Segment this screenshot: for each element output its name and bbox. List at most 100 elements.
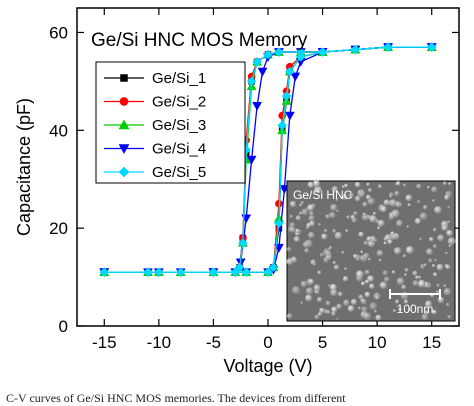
nanocrystal-dot bbox=[403, 254, 406, 258]
nanocrystal-dot bbox=[353, 254, 358, 259]
x-tick-label: 0 bbox=[263, 333, 272, 352]
nanocrystal-dot bbox=[432, 272, 438, 277]
nanocrystal-dot bbox=[342, 275, 349, 282]
nanocrystal-dot bbox=[425, 300, 432, 308]
nanocrystal-dot bbox=[445, 251, 448, 255]
nanocrystal-dot bbox=[334, 231, 343, 240]
nanocrystal-dot bbox=[322, 248, 331, 257]
nanocrystal-dot bbox=[360, 281, 366, 286]
data-point bbox=[295, 47, 306, 57]
nanocrystal-dot bbox=[295, 215, 301, 221]
data-point bbox=[252, 101, 263, 111]
data-point bbox=[257, 67, 268, 77]
nanocrystal-dot bbox=[432, 244, 438, 249]
nanocrystal-dot bbox=[366, 182, 370, 186]
nanocrystal-dot bbox=[431, 264, 436, 268]
nanocrystal-dot bbox=[401, 284, 407, 290]
data-point bbox=[143, 267, 153, 278]
nanocrystal-dot bbox=[407, 203, 411, 207]
nanocrystal-dot bbox=[345, 229, 349, 233]
figure-caption: C-V curves of Ge/Si HNC MOS memories. Th… bbox=[6, 391, 346, 405]
sem-inset: Ge/Si HNC 100nm bbox=[286, 179, 456, 322]
data-point bbox=[284, 111, 295, 121]
data-point bbox=[426, 42, 437, 52]
nanocrystal-dot bbox=[329, 211, 336, 219]
nanocrystal-dot bbox=[361, 306, 368, 313]
nanocrystal-dot bbox=[391, 270, 396, 274]
nanocrystal-dot bbox=[289, 200, 297, 208]
data-point bbox=[175, 267, 186, 278]
nanocrystal-dot bbox=[299, 211, 303, 215]
nanocrystal-dot bbox=[328, 284, 331, 288]
nanocrystal-dot bbox=[444, 194, 450, 200]
legend-item: Ge/Si_4 bbox=[104, 141, 206, 158]
nanocrystal-dot bbox=[308, 215, 315, 222]
data-point bbox=[281, 91, 292, 101]
nanocrystal-dot bbox=[405, 246, 414, 254]
data-point bbox=[383, 42, 393, 52]
nanocrystal-dot bbox=[376, 249, 384, 257]
nanocrystal-dot bbox=[346, 215, 350, 220]
nanocrystal-dot bbox=[426, 248, 433, 256]
x-tick-label: -5 bbox=[206, 333, 221, 352]
nanocrystal-dot bbox=[404, 273, 407, 276]
data-point bbox=[118, 144, 130, 155]
nanocrystal-dot bbox=[312, 179, 320, 187]
nanocrystal-dot bbox=[416, 183, 422, 189]
data-point bbox=[99, 267, 110, 278]
nanocrystal-dot bbox=[412, 280, 419, 287]
nanocrystal-dot bbox=[315, 186, 319, 190]
data-point bbox=[120, 74, 128, 82]
nanocrystal-dot bbox=[363, 312, 372, 321]
nanocrystal-dot bbox=[434, 258, 437, 262]
nanocrystal-dot bbox=[319, 252, 324, 257]
nanocrystal-dot bbox=[363, 240, 369, 246]
nanocrystal-dot bbox=[442, 181, 447, 186]
legend-item: Ge/Si_5 bbox=[104, 164, 206, 181]
nanocrystal-dot bbox=[289, 214, 293, 218]
nanocrystal-dot bbox=[389, 199, 397, 207]
legend-box bbox=[95, 61, 246, 184]
series-line-reverse bbox=[104, 46, 432, 273]
nanocrystal-dot bbox=[356, 275, 363, 282]
legend-item: Ge/Si_3 bbox=[104, 117, 206, 134]
legend-label: Ge/Si_3 bbox=[152, 117, 206, 134]
data-point bbox=[241, 267, 252, 278]
nanocrystal-dot bbox=[314, 314, 320, 320]
legend-label: Ge/Si_4 bbox=[152, 141, 206, 158]
x-tick-label: -10 bbox=[147, 333, 172, 352]
legend-item: Ge/Si_2 bbox=[104, 94, 206, 111]
nanocrystal-dot bbox=[432, 227, 437, 232]
nanocrystal-dot bbox=[366, 236, 372, 242]
nanocrystal-dot bbox=[393, 247, 402, 255]
nanocrystal-dot bbox=[309, 220, 315, 227]
nanocrystal-dot bbox=[300, 280, 308, 288]
y-tick-label: 40 bbox=[49, 121, 68, 140]
nanocrystal-dot bbox=[436, 290, 439, 294]
nanocrystal-dot bbox=[292, 286, 301, 295]
nanocrystal-dot bbox=[383, 276, 390, 283]
nanocrystal-dot bbox=[360, 298, 366, 303]
nanocrystal-dot bbox=[404, 267, 409, 272]
nanocrystal-dot bbox=[373, 211, 376, 215]
nanocrystal-dot bbox=[367, 275, 374, 282]
nanocrystal-dot bbox=[331, 306, 338, 313]
data-point bbox=[252, 56, 262, 67]
y-tick-label: 0 bbox=[59, 317, 68, 336]
y-axis-title: Capacitance (pF) bbox=[14, 98, 34, 236]
nanocrystal-dot bbox=[364, 269, 370, 275]
data-point bbox=[317, 47, 328, 57]
nanocrystal-dot bbox=[427, 185, 430, 189]
nanocrystal-dot bbox=[448, 244, 452, 248]
nanocrystal-dot bbox=[396, 277, 405, 286]
nanocrystal-dot bbox=[419, 263, 426, 270]
data-point bbox=[268, 262, 279, 273]
nanocrystal-dot bbox=[436, 263, 444, 271]
nanocrystal-dot bbox=[325, 300, 331, 306]
nanocrystal-dot bbox=[336, 303, 342, 310]
nanocrystal-dot bbox=[307, 204, 315, 212]
nanocrystal-dot bbox=[379, 281, 388, 289]
nanocrystal-dot bbox=[417, 279, 426, 288]
nanocrystal-dot bbox=[369, 302, 378, 310]
x-tick-label: 10 bbox=[368, 333, 387, 352]
